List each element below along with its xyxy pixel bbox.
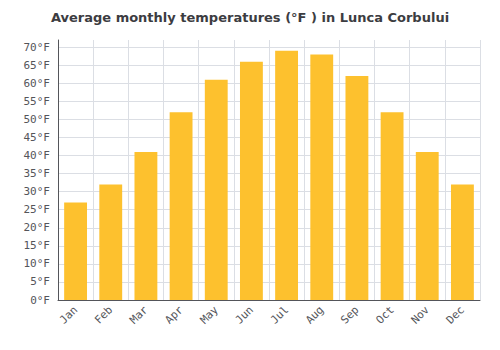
svg-text:35°F: 35°F (24, 167, 51, 180)
svg-text:Jun: Jun (233, 303, 256, 326)
svg-text:Nov: Nov (409, 303, 432, 326)
svg-text:15°F: 15°F (24, 239, 51, 252)
svg-text:10°F: 10°F (24, 257, 51, 270)
svg-text:May: May (198, 303, 221, 326)
svg-text:50°F: 50°F (24, 113, 51, 126)
svg-text:45°F: 45°F (24, 131, 51, 144)
svg-text:30°F: 30°F (24, 185, 51, 198)
svg-text:Average monthly temperatures (: Average monthly temperatures (°F ) in Lu… (51, 10, 449, 25)
svg-text:25°F: 25°F (24, 203, 51, 216)
svg-text:Feb: Feb (92, 303, 115, 326)
svg-text:Dec: Dec (444, 303, 467, 326)
svg-text:20°F: 20°F (24, 221, 51, 234)
svg-text:Oct: Oct (373, 303, 396, 326)
svg-text:Jan: Jan (57, 303, 80, 326)
svg-text:70°F: 70°F (24, 41, 51, 54)
svg-text:Sep: Sep (338, 303, 361, 326)
svg-text:40°F: 40°F (24, 149, 51, 162)
svg-text:5°F: 5°F (30, 275, 50, 288)
svg-text:60°F: 60°F (24, 77, 51, 90)
svg-text:0°F: 0°F (30, 294, 50, 307)
svg-text:55°F: 55°F (24, 95, 51, 108)
svg-text:Mar: Mar (127, 303, 150, 326)
svg-text:65°F: 65°F (24, 59, 51, 72)
svg-text:Jul: Jul (268, 303, 291, 326)
svg-text:Aug: Aug (303, 303, 326, 326)
svg-text:Apr: Apr (162, 303, 185, 326)
